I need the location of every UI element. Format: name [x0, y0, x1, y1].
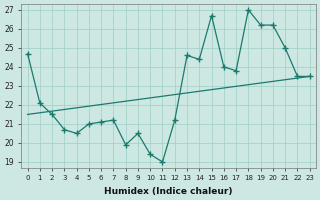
X-axis label: Humidex (Indice chaleur): Humidex (Indice chaleur): [104, 187, 233, 196]
